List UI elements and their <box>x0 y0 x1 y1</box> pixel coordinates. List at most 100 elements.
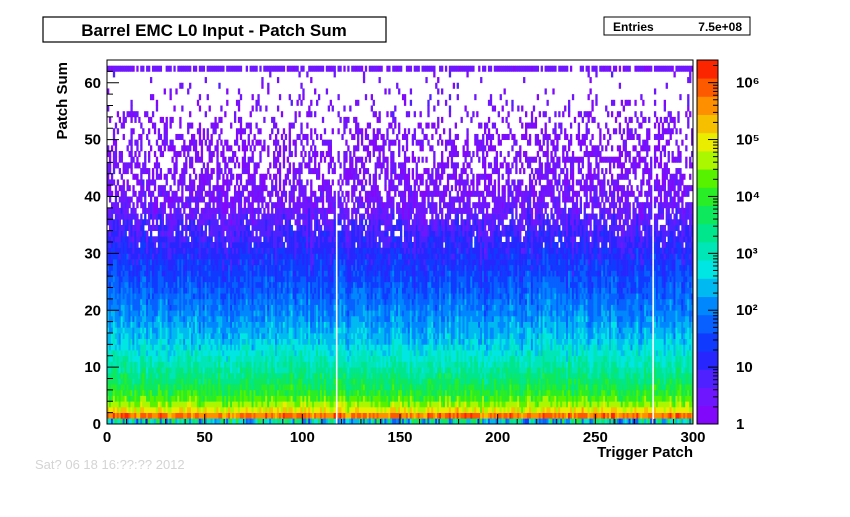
heatmap-cell <box>237 105 241 112</box>
heatmap-cell <box>243 418 247 425</box>
heatmap-cell <box>192 281 196 288</box>
heatmap-cell <box>161 327 164 334</box>
heatmap-cell <box>282 355 286 362</box>
heatmap-cell <box>224 333 227 340</box>
heatmap-cell <box>306 253 309 260</box>
heatmap-cell <box>212 202 215 209</box>
heatmap-cell <box>290 276 293 283</box>
heatmap-cell <box>263 259 266 266</box>
heatmap-cell <box>175 270 178 277</box>
heatmap-cell <box>224 264 227 271</box>
heatmap-cell <box>144 298 147 305</box>
heatmap-cell <box>302 65 305 72</box>
heatmap-cell <box>126 236 129 243</box>
heatmap-cell <box>107 287 110 294</box>
heatmap-cell <box>112 179 116 186</box>
heatmap-cell <box>224 156 227 163</box>
heatmap-cell <box>116 111 120 118</box>
heatmap-cell <box>218 168 221 175</box>
heatmap-cell <box>222 156 225 163</box>
heatmap-cell <box>181 350 184 357</box>
heatmap-cell <box>288 412 291 419</box>
heatmap-cell <box>253 418 256 425</box>
heatmap-cell <box>108 281 112 288</box>
heatmap-cell <box>146 281 149 288</box>
heatmap-cell <box>306 264 309 271</box>
heatmap-cell <box>286 270 290 277</box>
heatmap-cell <box>108 418 112 425</box>
heatmap-cell <box>189 389 192 396</box>
heatmap-cell <box>286 259 290 266</box>
heatmap-cell <box>204 293 207 300</box>
heatmap-cell <box>194 236 198 243</box>
heatmap-cell <box>173 65 176 72</box>
heatmap-cell <box>245 344 248 351</box>
heatmap-cell <box>235 156 239 163</box>
heatmap-cell <box>241 156 245 163</box>
heatmap-cell <box>278 196 282 203</box>
heatmap-cell <box>226 145 229 152</box>
heatmap-cell <box>308 378 311 385</box>
heatmap-cell <box>159 224 163 231</box>
heatmap-cell <box>132 304 135 311</box>
heatmap-cell <box>134 230 137 237</box>
heatmap-cell <box>187 264 190 271</box>
heatmap-cell <box>233 247 237 254</box>
heatmap-cell <box>212 412 215 419</box>
heatmap-cell <box>173 247 176 254</box>
heatmap-cell <box>224 401 227 408</box>
heatmap-cell <box>216 281 219 288</box>
heatmap-cell <box>116 304 120 311</box>
heatmap-cell <box>302 389 305 396</box>
heatmap-cell <box>298 281 301 288</box>
heatmap-cell <box>202 242 206 249</box>
heatmap-cell <box>153 224 157 231</box>
heatmap-cell <box>243 151 247 158</box>
heatmap-cell <box>214 310 217 317</box>
heatmap-cell <box>253 350 256 357</box>
heatmap-cell <box>226 224 229 231</box>
heatmap-cell <box>122 270 125 277</box>
heatmap-cell <box>173 168 176 175</box>
heatmap-cell <box>200 196 204 203</box>
heatmap-cell <box>257 384 260 391</box>
heatmap-cell <box>153 361 157 368</box>
heatmap-cell <box>304 361 307 368</box>
heatmap-cell <box>107 378 110 385</box>
heatmap-cell <box>253 190 256 197</box>
heatmap-cell <box>142 179 145 186</box>
heatmap-cell <box>165 355 168 362</box>
heatmap-cell <box>134 190 137 197</box>
heatmap-cell <box>151 384 155 391</box>
heatmap-cell <box>253 344 256 351</box>
heatmap-cell <box>151 338 155 345</box>
heatmap-cell <box>185 281 188 288</box>
heatmap-cell <box>294 202 297 209</box>
heatmap-cell <box>134 173 137 180</box>
heatmap-cell <box>241 128 245 135</box>
heatmap-cell <box>286 315 290 322</box>
heatmap-cell <box>183 270 186 277</box>
heatmap-cell <box>261 327 264 334</box>
heatmap-cell <box>243 304 247 311</box>
heatmap-cell <box>161 116 164 123</box>
heatmap-cell <box>140 406 143 413</box>
heatmap-cell <box>263 298 266 305</box>
heatmap-cell <box>290 264 293 271</box>
heatmap-cell <box>257 315 260 322</box>
heatmap-cell <box>239 264 243 271</box>
heatmap-cell <box>107 145 110 152</box>
heatmap-cell <box>306 122 309 129</box>
heatmap-cell <box>278 401 282 408</box>
heatmap-cell <box>138 378 141 385</box>
heatmap-cell <box>198 196 202 203</box>
heatmap-cell <box>202 236 206 243</box>
heatmap-cell <box>278 395 282 402</box>
heatmap-cell <box>259 293 262 300</box>
heatmap-cell <box>271 281 274 288</box>
heatmap-cell <box>196 202 200 209</box>
heatmap-cell <box>190 270 194 277</box>
heatmap-cell <box>296 344 299 351</box>
heatmap-cell <box>237 145 241 152</box>
heatmap-cell <box>185 310 188 317</box>
